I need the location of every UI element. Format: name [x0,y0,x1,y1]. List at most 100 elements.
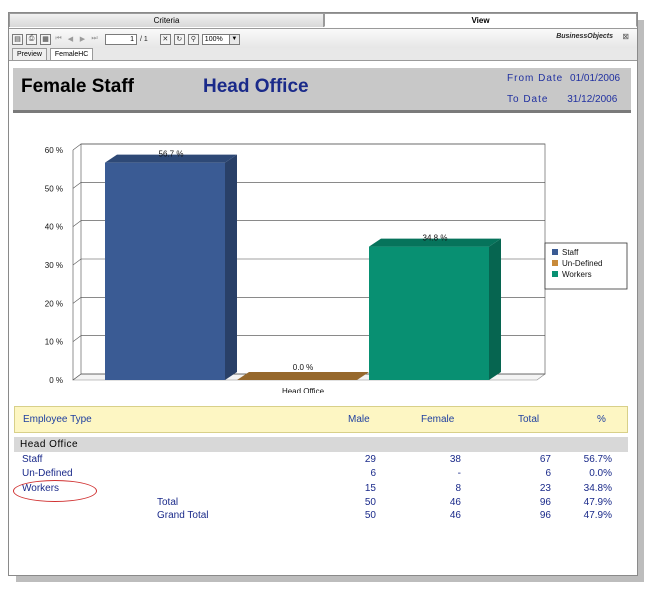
row-total: 96 [539,497,551,508]
zoom-select[interactable]: 100% ▼ [201,33,240,45]
bar-top-workers [369,238,501,247]
report-subtabs: Preview FemaleHC [9,48,637,61]
tab-view[interactable]: View [324,13,637,27]
row-male: 50 [364,497,376,508]
gridline-side [72,182,82,189]
y-tick-label: 30 % [45,261,63,270]
from-date-row: From Date 01/01/2006 [507,73,620,84]
row-total: 96 [539,510,551,521]
subtab-femalehc[interactable]: FemaleHC [49,48,94,60]
legend [544,242,628,290]
row-female: 46 [449,510,461,521]
col-male: Male [348,414,370,425]
report-office: Head Office [203,76,309,97]
bar-top-staff [105,154,237,163]
row-female: 38 [449,454,461,465]
chart: 0 % 10 % 20 % 30 % 40 % 50 % 60 % 56.7 % 0.0 % 34… [45,143,628,393]
viewer-toolbar: ▤ ⎙ ▦ ⏮ ◀ ▶ ⏭ 1 / 1 ✕ ↻ ⚲ 100% ▼ Busines… [9,28,637,49]
search-icon[interactable]: ⚲ [187,33,199,45]
highlight-ellipse [13,480,97,502]
businessobjects-logo: BusinessObjects [556,33,613,40]
gridline-side [72,335,82,342]
row-male: 50 [364,510,376,521]
row-male: 6 [370,468,376,479]
from-date-value: 01/01/2006 [570,73,621,84]
legend-swatch [552,271,558,277]
y-tick-label: 50 % [45,184,63,193]
row-female: 46 [449,497,461,508]
legend-entry: Staff [562,248,579,257]
y-tick-label: 20 % [45,299,63,308]
top-tabs: Criteria View [9,13,637,28]
data-label: 0.0 % [293,363,313,372]
row-percent: 34.8% [583,483,612,494]
prev-page-icon[interactable]: ◀ [67,36,74,43]
export-icon[interactable]: ▤ [12,33,23,45]
close-icon[interactable]: ⊠ [622,32,629,41]
bar-side-staff [225,154,237,380]
row-total: 67 [539,454,551,465]
row-female: 8 [455,483,461,494]
table-row: Staff 29 38 67 56.7% [14,454,628,468]
data-label: 56.7 % [159,150,184,159]
y-tick-label: 10 % [45,338,63,347]
row-label[interactable]: Staff [22,454,43,465]
x-tick-label: Head Office [282,387,325,393]
report-header: Female Staff Head Office From Date 01/01… [13,68,631,113]
print-icon[interactable]: ⎙ [26,33,37,45]
row-percent: 0.0% [589,468,612,479]
row-female: - [457,468,461,479]
col-female: Female [421,414,455,425]
row-percent: 56.7% [583,454,612,465]
last-page-icon[interactable]: ⏭ [91,35,98,42]
refresh-icon[interactable]: ↻ [173,33,185,45]
col-total: Total [518,414,540,425]
gridline-side [72,297,82,304]
legend-entry: Un-Defined [562,259,602,268]
gridline-side [72,373,82,381]
page-number-input[interactable]: 1 [105,33,137,45]
grand-total-row: Grand Total 50 46 96 47.9% [14,510,628,524]
gridline-side [72,258,82,266]
row-total: 23 [539,483,551,494]
close-view-icon[interactable]: ✕ [159,33,171,45]
page-total: / 1 [140,35,148,43]
row-label[interactable]: Un-Defined [22,468,73,479]
to-date-label: To Date [507,94,549,105]
report-title: Female Staff [21,76,134,97]
group-tree-icon[interactable]: ▦ [40,33,51,45]
first-page-icon[interactable]: ⏮ [55,35,62,42]
gridline-side [72,220,82,227]
table-row: Un-Defined 6 - 6 0.0% [14,468,628,482]
tab-criteria[interactable]: Criteria [9,13,324,27]
from-date-label: From Date [507,73,564,84]
report-viewer-window: Criteria View ▤ ⎙ ▦ ⏮ ◀ ▶ ⏭ 1 / 1 ✕ ↻ ⚲ … [8,12,638,576]
data-label: 34.8 % [423,234,448,243]
group-label: Head Office [20,439,79,450]
row-total: 6 [545,468,551,479]
chevron-down-icon[interactable]: ▼ [228,34,239,44]
legend-swatch [552,260,558,266]
y-tick-label: 40 % [45,223,63,232]
y-tick-label: 0 % [49,376,63,385]
table-header: Employee Type Male Female Total % [14,406,628,433]
row-label: Total [157,497,179,508]
bar-un-defined [237,372,369,380]
gridline-side [72,143,82,151]
bar-workers [369,246,489,380]
next-page-icon[interactable]: ▶ [79,36,86,43]
zoom-value: 100% [204,35,223,43]
total-row: Total 50 46 96 47.9% [14,497,628,511]
to-date-row: To Date 31/12/2006 [507,94,617,105]
row-male: 15 [364,483,376,494]
group-header-row: Head Office [14,437,628,452]
row-male: 29 [364,454,376,465]
legend-swatch [552,249,558,255]
col-percent: % [597,414,606,425]
row-percent: 47.9% [583,510,612,521]
to-date-value: 31/12/2006 [567,94,618,105]
row-percent: 47.9% [583,497,612,508]
legend-entry: Workers [562,270,592,279]
subtab-preview[interactable]: Preview [12,48,47,60]
table-row: Workers 15 8 23 34.8% [14,483,628,497]
